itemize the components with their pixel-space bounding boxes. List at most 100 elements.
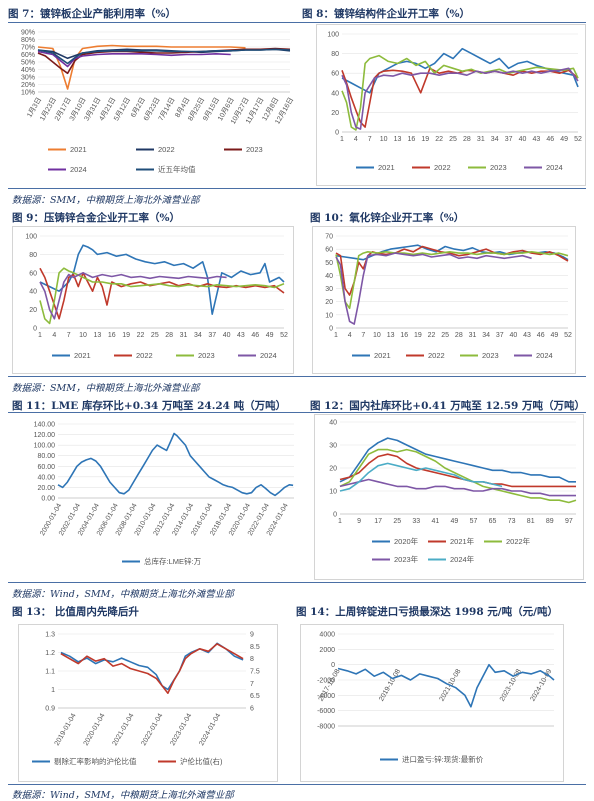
- y-tick-label: 40: [325, 273, 333, 280]
- source-rule: [8, 188, 586, 189]
- series-line: [335, 250, 569, 310]
- x-tick-label: 33: [412, 518, 420, 525]
- series-line: [339, 462, 503, 492]
- x-tick-label: 49: [451, 518, 459, 525]
- legend-label: 2022: [158, 145, 175, 154]
- panel-chart-13: [18, 624, 278, 782]
- series-line: [341, 54, 579, 131]
- x-tick-label: 28: [165, 332, 173, 339]
- x-tick-label: 37: [496, 332, 504, 339]
- x-tick-label: 46: [251, 332, 259, 339]
- x-tick-label: 46: [546, 136, 554, 143]
- y-tick-label: 20: [29, 307, 37, 314]
- y-tick-label: 80.00: [37, 453, 55, 460]
- series-line: [37, 48, 291, 65]
- legend-label: 2024: [546, 163, 563, 172]
- x-tick-label: 4: [354, 136, 358, 143]
- x-tick-label: 41: [431, 518, 439, 525]
- x-tick-label: 13: [394, 136, 402, 143]
- x-tick-label: 43: [237, 332, 245, 339]
- y-tick-label: 0: [335, 130, 339, 137]
- y-tick-label: 40: [29, 289, 37, 296]
- x-tick-label: 46: [537, 332, 545, 339]
- y-tick-label: 2000: [319, 647, 335, 654]
- y-tick-label: 1.1: [45, 669, 55, 676]
- x-tick-label: 22: [428, 332, 436, 339]
- x-tick-label: 22: [137, 332, 145, 339]
- x-tick-label: 25: [151, 332, 159, 339]
- series-line: [60, 643, 244, 694]
- legend-label: 2022: [428, 351, 445, 360]
- x-tick-label: 52: [574, 136, 582, 143]
- y-tick-label: 60: [325, 247, 333, 254]
- x-tick-label: 16: [400, 332, 408, 339]
- legend-label: 2024年: [450, 554, 475, 564]
- series-line: [37, 44, 246, 90]
- y-tick-label: 30%: [21, 75, 35, 82]
- x-tick-label: 40: [510, 332, 518, 339]
- x-tick-label: 81: [527, 518, 535, 525]
- legend-label: 2024: [70, 165, 87, 174]
- x-tick-label: 49: [560, 136, 568, 143]
- y-tick-label: 70: [325, 234, 333, 241]
- y-tick-label: 4000: [319, 632, 335, 639]
- x-tick-label: 19: [414, 332, 422, 339]
- series-line: [341, 67, 579, 128]
- y-tick-label: 0: [329, 326, 333, 333]
- x-tick-label: 37: [208, 332, 216, 339]
- chart-10: 70 60 50 40 30 20 10 01 4 7 10 13 16 19 22 25 28 31 34 37 40…: [325, 234, 572, 361]
- x-tick-label: 17: [374, 518, 382, 525]
- x-tick-label: 9: [357, 518, 361, 525]
- y-tick-label: 40: [329, 420, 337, 427]
- x-tick-label: 25: [441, 332, 449, 339]
- legend-label: 近五年均值: [158, 164, 196, 174]
- y2-tick-label: 9: [250, 632, 254, 639]
- title-chart-13: 图 13： 比值周内先降后升: [12, 606, 139, 618]
- y-tick-label: 90%: [21, 30, 35, 37]
- title-chart-14: 图 14：上周锌锭进口亏损最深达 1998 元/吨（元/吨）: [296, 606, 558, 618]
- x-tick-label: 7: [361, 332, 365, 339]
- panel-chart-11: [12, 414, 300, 578]
- x-tick-label: 16: [108, 332, 116, 339]
- chart-11: 140.00 120.00 100.00 80.00 60.00 40.00 20.00 0.…: [34, 422, 294, 566]
- y-tick-label: 80: [29, 252, 37, 259]
- y-tick-label: 0: [333, 512, 337, 519]
- x-tick-label: 13: [387, 332, 395, 339]
- x-tick-label: 97: [565, 518, 573, 525]
- x-tick-label: 52: [564, 332, 572, 339]
- series-line: [341, 67, 579, 130]
- y-tick-label: 50: [325, 260, 333, 267]
- panel-chart-12: [314, 414, 584, 580]
- y-tick-label: 100: [25, 234, 37, 241]
- y-tick-label: 20.00: [37, 485, 55, 492]
- y-tick-label: 100.00: [34, 443, 56, 450]
- y-tick-label: 0: [33, 326, 37, 333]
- series-line: [57, 432, 294, 497]
- y-tick-label: 80%: [21, 37, 35, 44]
- y-tick-label: 40: [331, 90, 339, 97]
- y-tick-label: 60.00: [37, 464, 55, 471]
- x-tick-label: 13: [94, 332, 102, 339]
- y-tick-label: 40.00: [37, 474, 55, 481]
- x-tick-label: 19: [421, 136, 429, 143]
- legend-label: 2023年: [394, 554, 419, 564]
- y-tick-label: 0.00: [41, 496, 55, 503]
- x-tick-label: 10: [79, 332, 87, 339]
- y-tick-label: 10: [329, 489, 337, 496]
- panel-chart-10: [312, 226, 576, 374]
- x-tick-label: 49: [550, 332, 558, 339]
- series-line: [39, 267, 285, 325]
- series-line: [39, 244, 285, 315]
- source-rule: [8, 582, 586, 583]
- x-tick-label: 40: [519, 136, 527, 143]
- x-tick-label: 1: [334, 332, 338, 339]
- y-tick-label: 0: [331, 662, 335, 669]
- y-tick-label: 10: [325, 312, 333, 319]
- legend-label: 2022: [434, 163, 451, 172]
- y-tick-label: 40%: [21, 67, 35, 74]
- y-tick-label: 0.9: [45, 706, 55, 713]
- x-tick-label: 1: [340, 136, 344, 143]
- y-tick-label: 30: [325, 286, 333, 293]
- legend-label: 2024: [260, 351, 277, 360]
- y2-tick-label: 7: [250, 681, 254, 688]
